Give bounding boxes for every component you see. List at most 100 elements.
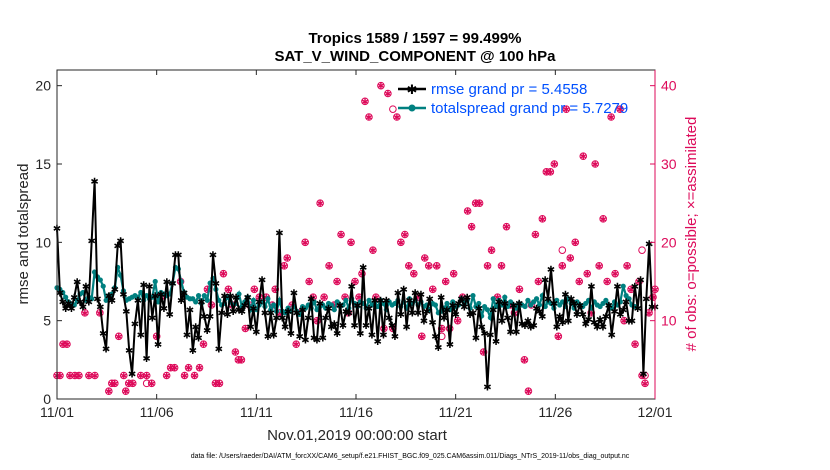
rmse-point: ✱ xyxy=(339,321,347,332)
totalspread-point xyxy=(328,302,335,308)
totalspread-point xyxy=(193,299,199,305)
obs-possible-marker xyxy=(166,363,175,372)
rmse-point: ✱ xyxy=(313,335,321,346)
obs-possible-marker xyxy=(237,356,246,364)
obs-possible-marker xyxy=(111,379,119,388)
obs-possible-marker xyxy=(524,387,533,395)
rmse-point: ✱ xyxy=(70,293,78,304)
y-right-tick-label: 30 xyxy=(661,156,677,172)
rmse-point: ✱ xyxy=(284,307,292,318)
rmse-point: ✱ xyxy=(466,310,474,321)
obs-possible-marker xyxy=(325,262,333,270)
rmse-point: ✱ xyxy=(610,307,618,318)
obs-assimilated-marker: ✱ xyxy=(105,388,113,398)
obs-possible-marker xyxy=(542,168,551,176)
totalspread-point xyxy=(195,293,202,299)
totalspread-point xyxy=(525,297,531,303)
rmse-point: ✱ xyxy=(307,295,315,306)
rmse-point: ✱ xyxy=(336,301,344,312)
rmse-point: ✱ xyxy=(203,326,211,337)
obs-possible-marker xyxy=(184,363,193,372)
legend-rmse-marker: ✱ xyxy=(407,83,418,98)
obs-possible-marker xyxy=(534,277,543,286)
obs-possible-marker xyxy=(603,277,611,286)
obs-assimilated-marker: ✱ xyxy=(66,372,74,382)
obs-assimilated-marker: ✱ xyxy=(75,372,83,382)
obs-assimilated-marker: ✱ xyxy=(216,380,224,390)
obs-possible-marker xyxy=(515,285,524,294)
totalspread-point xyxy=(470,293,476,299)
rmse-point: ✱ xyxy=(61,304,69,315)
rmse-point: ✱ xyxy=(405,296,413,307)
totalspread-point xyxy=(522,303,528,310)
rmse-point: ✱ xyxy=(492,337,500,348)
rmse-point: ✱ xyxy=(616,310,624,321)
obs-assimilated-marker: ✱ xyxy=(480,349,488,359)
obs-possible-marker xyxy=(453,316,462,325)
rmse-point: ✱ xyxy=(157,290,165,301)
y-axis-left-label: rmse and totalspread xyxy=(15,164,32,305)
obs-possible-marker xyxy=(579,152,588,160)
rmse-point: ✱ xyxy=(532,304,540,315)
obs-assimilated-marker: ✱ xyxy=(454,317,462,327)
obs-assimilated-marker: ✱ xyxy=(649,294,657,304)
rmse-point: ✱ xyxy=(154,340,162,351)
obs-assimilated-marker: ✱ xyxy=(320,294,328,304)
rmse-point: ✱ xyxy=(538,312,546,323)
obs-assimilated-marker: ✱ xyxy=(450,270,458,280)
rmse-point: ✱ xyxy=(521,321,529,332)
rmse-point: ✱ xyxy=(293,309,301,320)
rmse-point: ✱ xyxy=(480,329,488,340)
obs-assimilated-marker: ✱ xyxy=(369,247,377,257)
rmse-point: ✱ xyxy=(235,306,243,317)
obs-possible-marker xyxy=(136,371,145,380)
obs-assimilated-marker: ✱ xyxy=(200,341,208,351)
totalspread-point xyxy=(311,299,317,305)
obs-possible-marker xyxy=(347,238,355,247)
obs-assimilated-marker: ✱ xyxy=(627,286,635,296)
rmse-point: ✱ xyxy=(131,320,139,331)
rmse-point: ✱ xyxy=(373,337,381,348)
obs-assimilated-marker: ✱ xyxy=(488,247,496,257)
obs-possible-marker xyxy=(420,254,429,262)
obs-possible-marker xyxy=(283,254,292,262)
rmse-point: ✱ xyxy=(278,313,286,324)
obs-assimilated-marker: ✱ xyxy=(603,278,611,288)
totalspread-point xyxy=(603,297,609,303)
totalspread-point xyxy=(340,302,346,308)
totalspread-point xyxy=(366,297,372,303)
obs-possible-marker xyxy=(428,285,437,294)
obs-possible-marker xyxy=(63,340,71,348)
rmse-point: ✱ xyxy=(411,288,419,299)
obs-possible-marker xyxy=(219,269,228,278)
obs-possible-marker xyxy=(591,160,600,168)
obs-assimilated-marker: ✱ xyxy=(96,309,104,319)
totalspread-point xyxy=(554,297,560,303)
rmse-point: ✱ xyxy=(108,296,116,307)
obs-assimilated-marker: ✱ xyxy=(429,286,437,296)
rmse-point: ✱ xyxy=(232,293,240,304)
rmse-point: ✱ xyxy=(642,295,650,306)
rmse-point: ✱ xyxy=(59,298,67,309)
obs-assimilated-marker: ✱ xyxy=(305,278,313,288)
obs-assimilated-marker: ✱ xyxy=(547,168,555,178)
obs-possible-marker xyxy=(607,113,615,121)
obs-assimilated-marker: ✱ xyxy=(476,200,484,210)
obs-assimilated-marker: ✱ xyxy=(563,106,571,116)
rmse-point: ✱ xyxy=(451,310,459,321)
obs-assimilated-marker: ✱ xyxy=(384,90,392,100)
rmse-point: ✱ xyxy=(275,229,283,240)
totalspread-point xyxy=(502,294,508,300)
rmse-point: ✱ xyxy=(613,282,621,293)
rmse-point: ✱ xyxy=(501,299,509,310)
obs-assimilated-marker: ✱ xyxy=(185,364,193,374)
obs-possible-marker xyxy=(301,238,309,247)
rmse-point: ✱ xyxy=(527,323,535,334)
obs-assimilated-marker: ✱ xyxy=(516,286,524,296)
legend-rmse-label: rmse grand pr = 5.4558 xyxy=(431,81,587,98)
rmse-point: ✱ xyxy=(547,265,555,276)
rmse-point: ✱ xyxy=(125,346,133,357)
rmse-point: ✱ xyxy=(342,307,350,318)
rmse-point: ✱ xyxy=(593,323,601,334)
rmse-point: ✱ xyxy=(191,323,199,334)
